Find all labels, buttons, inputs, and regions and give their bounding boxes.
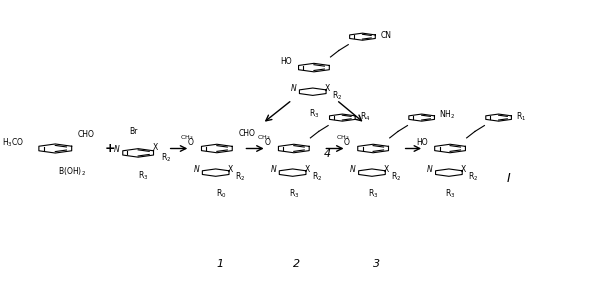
Text: 3: 3 [373, 259, 379, 269]
Text: HO: HO [416, 138, 428, 147]
Text: R$_3$: R$_3$ [368, 188, 378, 200]
Text: X: X [227, 165, 233, 173]
Text: R$_2$: R$_2$ [161, 152, 171, 165]
Text: B(OH)$_2$: B(OH)$_2$ [58, 165, 86, 178]
Text: R$_2$: R$_2$ [331, 90, 342, 102]
Text: CN: CN [380, 31, 391, 40]
Text: X: X [304, 165, 310, 173]
Text: R$_3$: R$_3$ [309, 107, 319, 119]
Text: 2: 2 [293, 259, 301, 269]
Text: R$_2$: R$_2$ [391, 171, 401, 183]
Text: R$_2$: R$_2$ [235, 171, 245, 183]
Text: X: X [325, 84, 330, 93]
Text: CH$_3$: CH$_3$ [180, 133, 193, 142]
Text: R$_2$: R$_2$ [312, 171, 322, 183]
Text: N: N [290, 84, 296, 93]
Text: Br: Br [129, 127, 137, 136]
Text: +: + [105, 142, 115, 155]
Text: X: X [152, 143, 158, 152]
Text: H$_3$CO: H$_3$CO [2, 137, 24, 149]
Text: HO: HO [280, 57, 291, 66]
Text: N: N [350, 165, 355, 174]
Text: R$_4$: R$_4$ [360, 110, 371, 123]
Text: I: I [506, 172, 510, 185]
Text: N: N [193, 165, 199, 174]
Text: R$_1$: R$_1$ [516, 110, 527, 123]
Text: R$_2$: R$_2$ [468, 171, 478, 183]
Text: R$_3$: R$_3$ [138, 170, 148, 182]
Text: O: O [187, 138, 193, 147]
Text: R$_0$: R$_0$ [216, 188, 227, 200]
Text: N: N [270, 165, 276, 174]
Text: CHO: CHO [238, 129, 255, 138]
Text: CH$_3$: CH$_3$ [336, 133, 349, 142]
Text: CHO: CHO [78, 130, 95, 139]
Text: N: N [426, 165, 432, 174]
Text: O: O [264, 138, 270, 147]
Text: 1: 1 [216, 259, 224, 269]
Text: X: X [461, 165, 466, 173]
Text: O: O [344, 138, 349, 147]
Text: X: X [384, 165, 389, 173]
Text: R$_3$: R$_3$ [445, 188, 455, 200]
Text: NH$_2$: NH$_2$ [439, 108, 456, 121]
Text: N: N [113, 146, 120, 154]
Text: CH$_3$: CH$_3$ [257, 133, 270, 142]
Text: 4: 4 [323, 149, 331, 159]
Text: R$_3$: R$_3$ [289, 188, 299, 200]
